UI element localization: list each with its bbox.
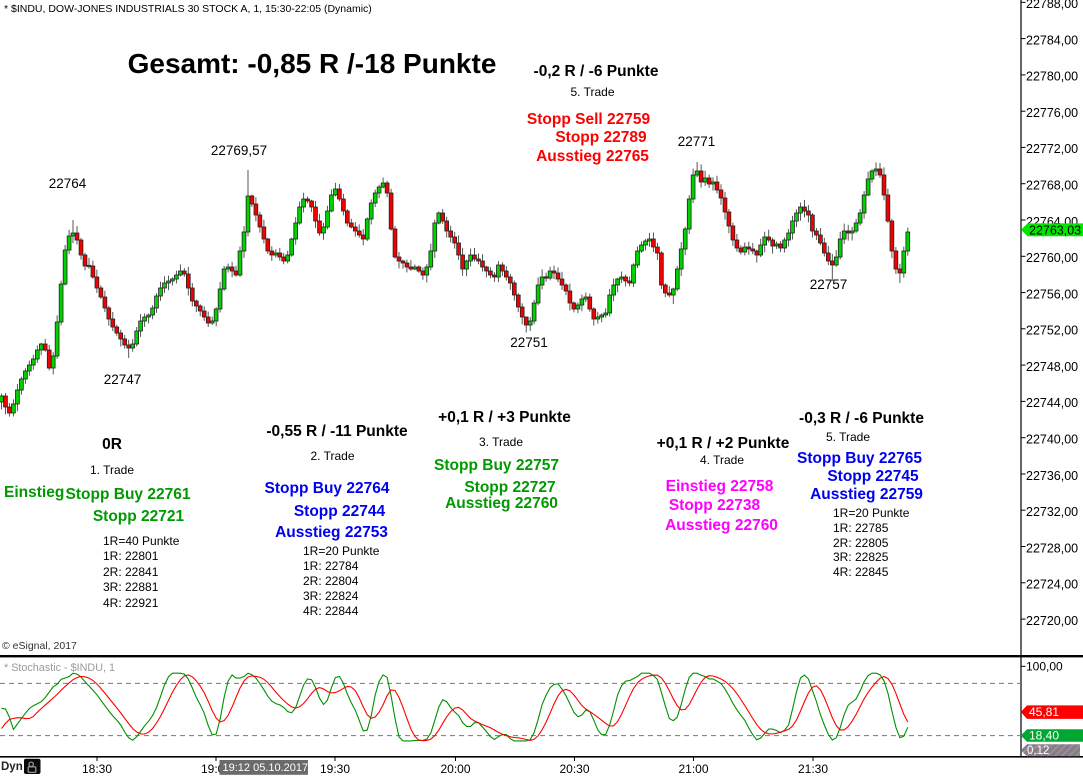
svg-text:22728,00: 22728,00 bbox=[1026, 541, 1078, 555]
svg-text:22763,03: 22763,03 bbox=[1029, 223, 1081, 237]
svg-text:22780,00: 22780,00 bbox=[1026, 70, 1078, 84]
svg-text:22724,00: 22724,00 bbox=[1026, 578, 1078, 592]
svg-text:0,12: 0,12 bbox=[1027, 745, 1049, 757]
svg-text:22752,00: 22752,00 bbox=[1026, 324, 1078, 338]
svg-text:22772,00: 22772,00 bbox=[1026, 142, 1078, 156]
svg-text:22756,00: 22756,00 bbox=[1026, 287, 1078, 301]
svg-text:22748,00: 22748,00 bbox=[1026, 360, 1078, 374]
svg-text:22740,00: 22740,00 bbox=[1026, 433, 1078, 447]
svg-text:22784,00: 22784,00 bbox=[1026, 33, 1078, 47]
svg-text:100,00: 100,00 bbox=[1026, 660, 1063, 674]
svg-text:22760,00: 22760,00 bbox=[1026, 251, 1078, 265]
svg-text:22732,00: 22732,00 bbox=[1026, 505, 1078, 519]
svg-text:22744,00: 22744,00 bbox=[1026, 396, 1078, 410]
svg-text:22776,00: 22776,00 bbox=[1026, 106, 1078, 120]
svg-text:22768,00: 22768,00 bbox=[1026, 179, 1078, 193]
svg-text:45,81: 45,81 bbox=[1029, 705, 1059, 719]
svg-text:18,40: 18,40 bbox=[1029, 729, 1059, 743]
svg-text:22736,00: 22736,00 bbox=[1026, 469, 1078, 483]
svg-text:22720,00: 22720,00 bbox=[1026, 614, 1078, 628]
svg-text:22788,00: 22788,00 bbox=[1026, 0, 1078, 11]
